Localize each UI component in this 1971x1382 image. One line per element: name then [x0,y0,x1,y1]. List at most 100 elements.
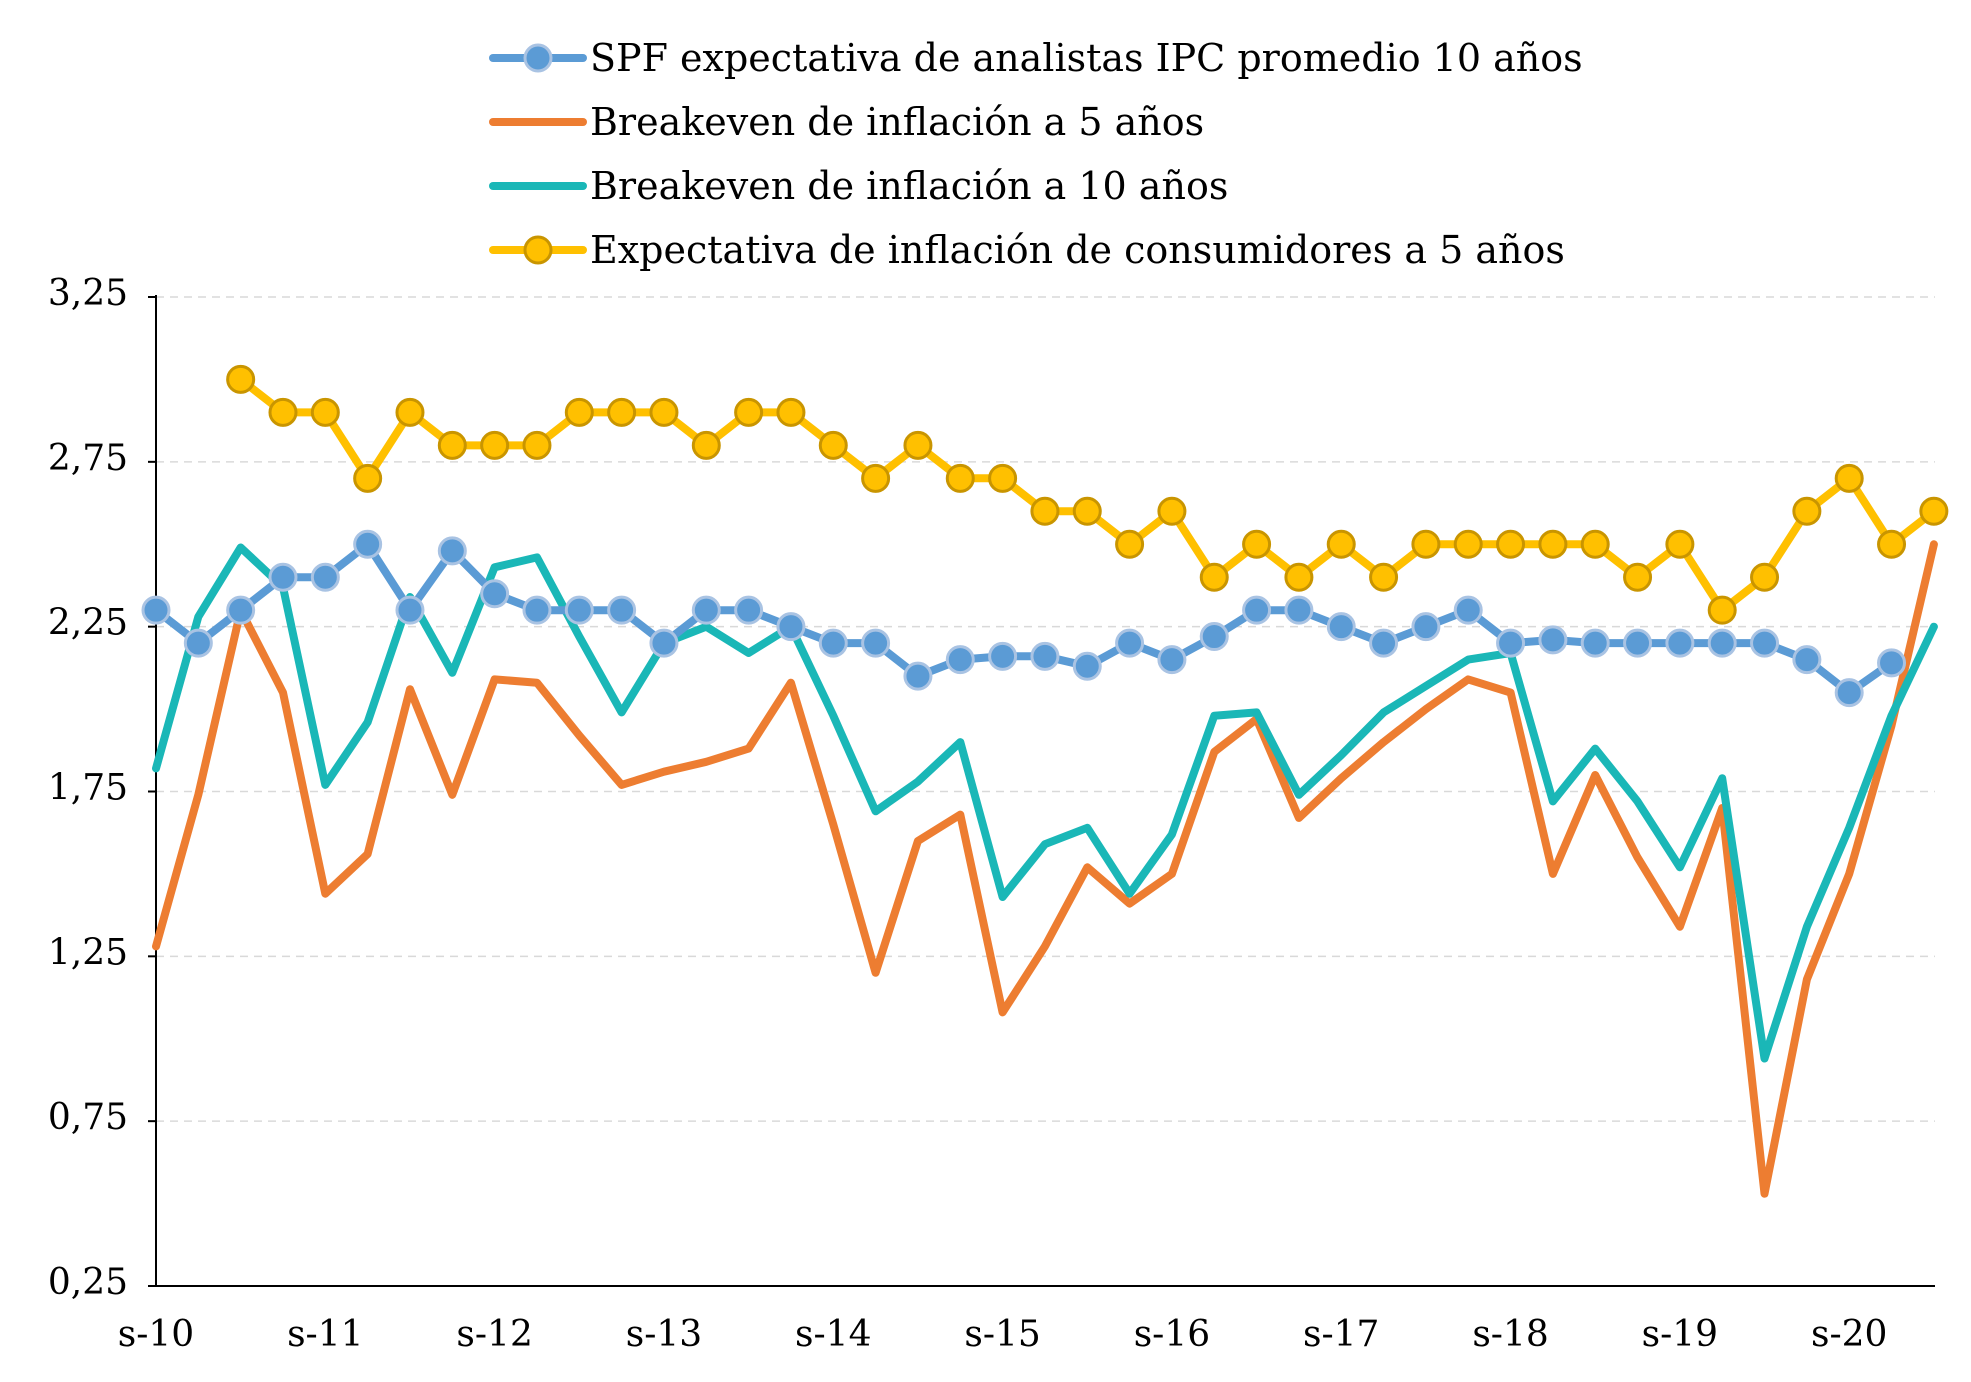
x-tick-label: s-16 [1134,1314,1210,1355]
data-point [141,595,171,625]
data-point [1453,595,1483,625]
data-point [1411,612,1441,642]
data-point [1072,651,1102,681]
data-point [1030,641,1060,671]
data-point [353,529,383,559]
data-point [734,595,764,625]
x-tick-label: s-17 [1303,1314,1379,1355]
series-line-2 [152,543,1938,1063]
data-point [607,397,637,427]
data-point [564,595,594,625]
data-point [1834,463,1864,493]
data-point [903,661,933,691]
data-point [1538,529,1568,559]
data-point [649,628,679,658]
data-point [522,595,552,625]
data-point [1326,529,1356,559]
data-point [564,397,594,427]
legend-marker [523,235,553,265]
data-point [1496,628,1526,658]
data-point [1115,529,1145,559]
data-point [1157,645,1187,675]
data-point [861,628,891,658]
x-tick-label: s-15 [964,1314,1040,1355]
data-point [1115,628,1145,658]
x-tick-label: s-18 [1472,1314,1548,1355]
data-point [1623,628,1653,658]
data-point [353,463,383,493]
data-point [1877,529,1907,559]
y-tick-label: 1,25 [48,932,128,973]
data-point [395,397,425,427]
data-point [988,463,1018,493]
data-point [480,430,510,460]
data-point [945,645,975,675]
series-markers [141,364,1949,708]
data-point [1326,612,1356,642]
data-point [1157,496,1187,526]
data-point [1792,496,1822,526]
data-point [437,430,467,460]
data-point [310,397,340,427]
data-point [268,397,298,427]
data-point [1707,595,1737,625]
data-point [1580,529,1610,559]
y-tick-label: 0,25 [48,1262,128,1303]
data-point [1284,562,1314,592]
data-point [1369,562,1399,592]
x-tick-label: s-14 [795,1314,871,1355]
data-point [1665,628,1695,658]
data-point [1623,562,1653,592]
legend-label: SPF expectativa de analistas IPC promedi… [590,36,1583,80]
x-tick-label: s-19 [1642,1314,1718,1355]
y-tick-label: 2,75 [48,438,128,479]
data-point [691,595,721,625]
y-tick-label: 0,75 [48,1097,128,1138]
data-point [903,430,933,460]
data-point [1072,496,1102,526]
data-point [818,628,848,658]
data-point [1284,595,1314,625]
x-tick-label: s-12 [456,1314,532,1355]
data-point [1877,648,1907,678]
legend: SPF expectativa de analistas IPC promedi… [489,36,1583,272]
data-point [734,397,764,427]
axes: 3,25 2,75 2,25 1,75 1,25 0,75 0,25 s-10 s-11 s-12… [48,273,1935,1355]
data-point [1496,529,1526,559]
legend-marker [523,43,553,73]
data-point [945,463,975,493]
data-point [1453,529,1483,559]
data-point [268,562,298,592]
data-point [607,595,637,625]
data-point [522,430,552,460]
data-point [1919,496,1949,526]
data-point [1242,595,1272,625]
x-tick-label: s-10 [118,1314,194,1355]
data-point [1538,625,1568,655]
data-point [649,397,679,427]
data-point [776,397,806,427]
data-point [988,641,1018,671]
data-point [861,463,891,493]
data-point [1750,562,1780,592]
legend-label: Breakeven de inflación a 10 años [590,164,1228,208]
data-point [1199,562,1229,592]
data-point [1707,628,1737,658]
data-point [437,536,467,566]
data-point [776,612,806,642]
data-point [1834,678,1864,708]
data-point [1750,628,1780,658]
data-point [226,364,256,394]
x-tick-label: s-11 [287,1314,363,1355]
data-point [480,579,510,609]
data-point [310,562,340,592]
data-point [1242,529,1272,559]
data-point [1369,628,1399,658]
data-point [226,595,256,625]
data-point [1665,529,1695,559]
data-point [1199,622,1229,652]
data-point [395,595,425,625]
x-tick-label: s-13 [626,1314,702,1355]
